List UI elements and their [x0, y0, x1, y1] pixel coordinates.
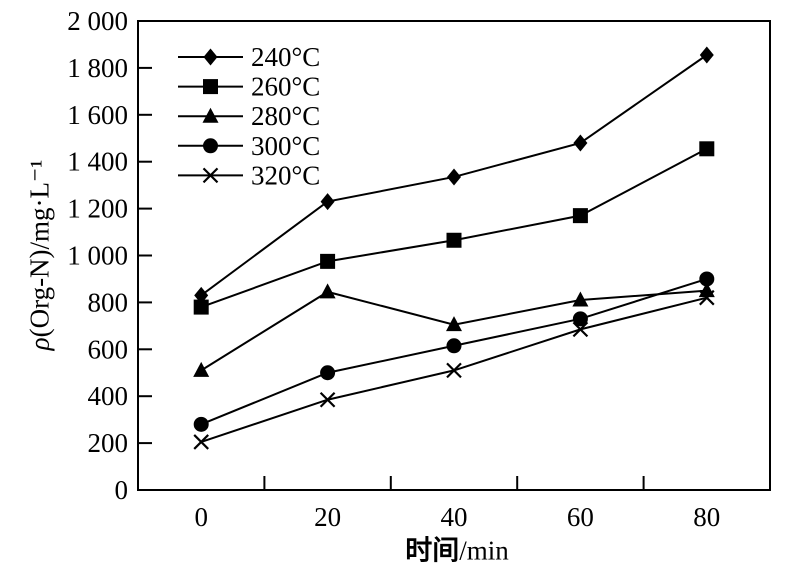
- data-point-260°C: [699, 141, 715, 157]
- y-tick-label: 800: [88, 287, 129, 317]
- data-point-320°C: [319, 391, 336, 408]
- data-point-320°C: [699, 289, 715, 306]
- data-point-320°C: [193, 434, 209, 450]
- y-tick-label: 1 600: [67, 100, 128, 130]
- x-tick-label: 0: [194, 502, 208, 532]
- data-point-320°C: [572, 321, 589, 338]
- legend-item-240°C: 240°C: [178, 42, 320, 72]
- data-point-280°C: [572, 291, 589, 307]
- legend-label: 240°C: [251, 42, 320, 72]
- legend-label: 260°C: [251, 72, 320, 102]
- plot-frame: [137, 20, 771, 491]
- data-point-240°C: [320, 193, 335, 211]
- legend-marker: [203, 138, 218, 154]
- y-tick-label: 0: [115, 475, 129, 505]
- data-point-240°C: [699, 46, 714, 64]
- data-point-240°C: [447, 168, 461, 186]
- x-tick-label: 80: [693, 502, 720, 532]
- legend-label: 300°C: [251, 131, 320, 161]
- legend-marker: [203, 48, 218, 66]
- data-point-260°C: [193, 299, 209, 315]
- y-tick-label: 1 200: [67, 194, 128, 224]
- y-tick-label: 2 000: [67, 6, 128, 36]
- legend-item-260°C: 260°C: [178, 72, 320, 102]
- legend-marker: [202, 107, 219, 123]
- data-point-280°C: [193, 361, 210, 377]
- legend-item-300°C: 300°C: [178, 131, 320, 161]
- data-point-300°C: [572, 311, 588, 327]
- legend-marker: [203, 79, 218, 95]
- data-point-300°C: [699, 271, 715, 287]
- y-axis-label: ρ(Org-N)/mg·L⁻¹: [24, 159, 55, 351]
- y-tick-label: 200: [88, 428, 129, 458]
- legend-label: 320°C: [251, 160, 320, 190]
- data-point-240°C: [573, 134, 588, 152]
- data-point-280°C: [446, 316, 462, 332]
- legend-item-280°C: 280°C: [178, 101, 320, 131]
- data-point-280°C: [319, 283, 336, 299]
- legend-marker: [202, 167, 219, 184]
- data-point-320°C: [446, 362, 462, 379]
- y-tick-label: 1 000: [67, 241, 128, 271]
- legend-item-320°C: 320°C: [178, 160, 320, 190]
- y-tick-label: 1 800: [67, 53, 128, 83]
- data-point-300°C: [446, 338, 462, 354]
- legend-label: 280°C: [251, 101, 320, 131]
- x-tick-label: 40: [441, 502, 468, 532]
- data-point-300°C: [193, 416, 209, 432]
- y-tick-label: 600: [88, 334, 129, 364]
- data-point-260°C: [320, 253, 336, 269]
- x-tick-label: 20: [314, 502, 341, 532]
- y-tick-label: 400: [88, 381, 129, 411]
- y-tick-label: 1 400: [67, 147, 128, 177]
- data-point-260°C: [572, 208, 588, 224]
- x-tick-label: 60: [567, 502, 594, 532]
- data-point-260°C: [446, 232, 462, 248]
- x-axis-label: 时间/min: [405, 535, 509, 566]
- data-point-300°C: [320, 365, 336, 381]
